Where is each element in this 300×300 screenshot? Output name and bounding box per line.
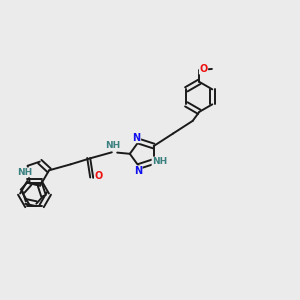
Text: O: O xyxy=(94,171,103,181)
Text: N: N xyxy=(133,133,141,143)
Text: O: O xyxy=(200,64,208,74)
Text: N: N xyxy=(134,166,142,176)
Text: NH: NH xyxy=(152,157,167,166)
Text: NH: NH xyxy=(17,168,32,177)
Text: NH: NH xyxy=(105,141,120,150)
